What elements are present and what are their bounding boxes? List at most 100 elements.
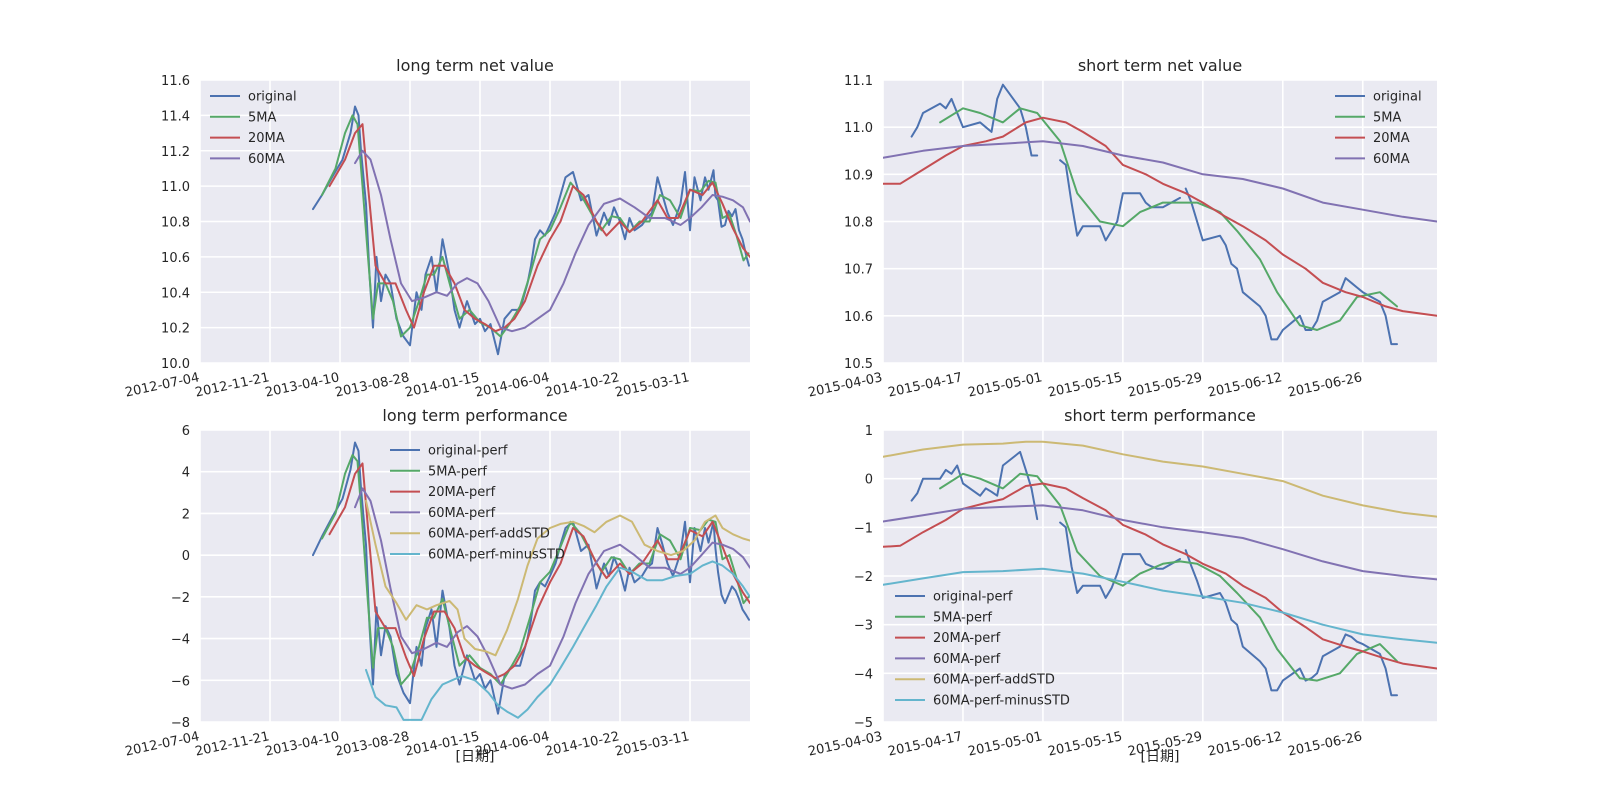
chart-title: short term net value [1078, 56, 1242, 75]
x-tick-label: 2015-05-29 [1127, 370, 1204, 400]
y-tick-label: 11.1 [844, 74, 873, 89]
series-line-60MA-perf-addSTD [365, 499, 750, 657]
legend-label: original [1373, 90, 1422, 105]
chart-title: short term performance [1064, 406, 1256, 425]
chart-panel-1: 10.0 10.2 10.4 10.6 10.8 11.0 11.2 11.4 11.6 2012… [124, 56, 750, 401]
legend-label: 5MA [1373, 110, 1401, 125]
y-tick-label: 10.8 [844, 216, 873, 231]
legend-label: original [248, 90, 297, 105]
x-tick-label: 2015-05-15 [1047, 729, 1124, 759]
x-tick-label: 2015-06-26 [1287, 370, 1364, 400]
y-tick-label: −8 [171, 716, 190, 731]
legend: original 5MA 20MA 60MA [210, 90, 297, 167]
x-axis-label: [日期] [1141, 749, 1180, 765]
y-tick-label: 10.6 [844, 310, 873, 325]
x-tick-label: 2015-04-03 [807, 729, 884, 759]
x-axis-label: [日期] [456, 749, 495, 765]
y-tick-label: 0 [182, 549, 190, 564]
x-tick-label: 2014-10-22 [544, 729, 621, 759]
x-tick-label: 2015-06-12 [1207, 729, 1284, 759]
x-tick-label: 2013-04-10 [264, 729, 341, 759]
series-group [312, 441, 750, 721]
y-tick-label: −2 [854, 570, 873, 585]
series-line-original-perf [312, 441, 750, 715]
series-line-60MA-perf [883, 504, 1437, 581]
y-tick-label: 10.7 [844, 263, 873, 278]
y-tick-label: 11.4 [161, 109, 190, 124]
y-tick-label: −3 [854, 619, 873, 634]
series-line-60MA [354, 149, 750, 333]
series-line-60MA-perf [354, 487, 750, 690]
y-tick-label: 10.0 [161, 357, 190, 372]
x-tick-label: 2012-07-04 [124, 370, 201, 400]
legend-label: 20MA-perf [933, 631, 1001, 646]
x-tick-label: 2014-06-04 [474, 370, 551, 400]
y-tick-label: 10.2 [161, 322, 190, 337]
x-tick-label: 2013-08-28 [334, 370, 411, 400]
legend-label: 20MA [248, 131, 285, 146]
x-tick-label: 2015-06-12 [1207, 370, 1284, 400]
legend-label: 60MA [248, 152, 285, 167]
y-tick-label: 0 [865, 473, 873, 488]
y-tick-label: 10.4 [161, 286, 190, 301]
legend-label: 5MA [248, 110, 276, 125]
y-tick-label: 4 [182, 466, 190, 481]
legend-label: 20MA [1373, 131, 1410, 146]
y-tick-label: −5 [854, 716, 873, 731]
series-line-original-perf [1184, 549, 1398, 697]
legend-label: 20MA-perf [428, 485, 496, 500]
x-tick-label: 2015-04-17 [887, 370, 964, 400]
series-group [883, 83, 1437, 346]
x-tick-label: 2012-11-21 [194, 370, 271, 400]
series-line-60MA [883, 140, 1437, 223]
y-tick-label: 11.2 [161, 145, 190, 160]
series-line-60MA-perf-minusSTD [883, 567, 1437, 644]
legend-label: 60MA-perf-minusSTD [933, 694, 1070, 709]
y-tick-label: 10.5 [844, 357, 873, 372]
legend-label: 5MA-perf [933, 610, 992, 625]
chart-panel-3: −8 −6 −4 −2 0 2 4 6 2012-07-042012-11-212013-04-… [124, 406, 750, 765]
y-tick-label: −4 [171, 633, 190, 648]
legend-label: 60MA-perf-addSTD [428, 527, 550, 542]
y-tick-label: 10.9 [844, 168, 873, 183]
x-tick-label: 2013-08-28 [334, 729, 411, 759]
chart-title: long term performance [382, 406, 567, 425]
y-tick-label: 11.0 [844, 121, 873, 136]
x-tick-label: 2012-11-21 [194, 729, 271, 759]
series-line-5MA [939, 107, 1398, 331]
y-tick-label: −6 [171, 674, 190, 689]
y-tick-label: −1 [854, 521, 873, 536]
series-group [883, 440, 1437, 697]
series-line-60MA-perf-addSTD [883, 440, 1437, 518]
series-line-20MA [328, 123, 750, 333]
y-tick-label: 10.6 [161, 251, 190, 266]
legend-label: 60MA-perf-addSTD [933, 673, 1055, 688]
y-tick-label: 1 [865, 424, 873, 439]
plot-background [200, 430, 750, 722]
x-tick-label: 2015-05-15 [1047, 370, 1124, 400]
series-line-original-perf [910, 450, 1039, 521]
legend: original-perf 5MA-perf 20MA-perf 60MA-perf 6… [895, 590, 1070, 709]
grid [882, 429, 1437, 723]
legend-label: original-perf [428, 444, 508, 459]
series-line-20MA-perf [328, 462, 750, 680]
legend-label: 60MA [1373, 152, 1410, 167]
series-line-original [1184, 187, 1398, 346]
x-tick-label: 2014-01-15 [404, 370, 481, 400]
y-tick-label: 6 [182, 424, 190, 439]
legend-label: 60MA-perf [933, 652, 1001, 667]
legend: original 5MA 20MA 60MA [1335, 90, 1422, 167]
grid [199, 79, 750, 364]
x-tick-label: 2015-05-01 [967, 370, 1044, 400]
x-tick-label: 2015-03-11 [614, 370, 691, 400]
series-group [312, 105, 750, 356]
x-tick-label: 2014-10-22 [544, 370, 621, 400]
series-line-20MA [883, 116, 1437, 317]
legend: original-perf 5MA-perf 20MA-perf 60MA-perf 6… [390, 444, 565, 563]
y-tick-label: 2 [182, 507, 190, 522]
legend-label: 60MA-perf-minusSTD [428, 548, 565, 563]
x-tick-label: 2015-04-03 [807, 370, 884, 400]
